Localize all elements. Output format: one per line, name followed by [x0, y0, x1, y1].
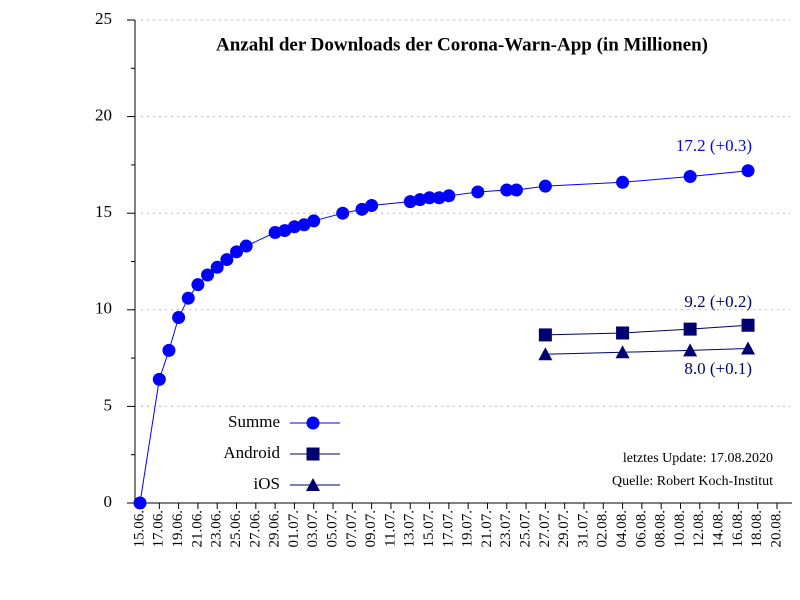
x-tick-label: 25.07.: [517, 510, 533, 548]
data-point: [220, 253, 234, 267]
x-tick-label: 02.08.: [595, 510, 611, 548]
y-tick-label: 20: [95, 106, 112, 125]
data-point: [442, 189, 456, 203]
x-tick-label: 04.08.: [614, 510, 630, 548]
chart-title: Anzahl der Downloads der Corona-Warn-App…: [216, 34, 708, 55]
x-tick-label: 23.06.: [209, 510, 225, 548]
data-point: [616, 326, 630, 340]
x-tick-label: 20.08.: [768, 510, 784, 548]
data-point: [162, 343, 176, 357]
x-tick-label: 16.08.: [730, 510, 746, 548]
annotation: letztes Update: 17.08.2020: [623, 451, 773, 466]
x-tick-label: 05.07.: [324, 510, 340, 548]
x-tick-label: 17.06.: [151, 510, 167, 548]
data-point: [287, 220, 301, 234]
data-point: [683, 169, 697, 183]
x-tick-label: 07.07.: [344, 510, 360, 548]
legend-label: Android: [223, 443, 280, 462]
data-point: [268, 226, 282, 240]
data-point: [365, 198, 379, 212]
data-point: [500, 183, 514, 197]
x-tick-label: 29.06.: [267, 510, 283, 548]
data-point: [133, 496, 147, 510]
data-point: [741, 318, 755, 332]
data-point: [615, 345, 630, 359]
x-tick-label: 19.07.: [460, 510, 476, 548]
data-point: [683, 322, 697, 336]
data-point: [683, 343, 698, 357]
annotation: 9.2 (+0.2): [684, 292, 752, 311]
legend-label: iOS: [254, 474, 280, 493]
data-point: [741, 341, 756, 355]
x-tick-label: 25.06.: [228, 510, 244, 548]
y-tick-label: 0: [104, 492, 113, 511]
x-tick-label: 06.08.: [633, 510, 649, 548]
data-point: [423, 191, 437, 205]
data-point: [201, 268, 215, 282]
series-line: [545, 324, 749, 336]
legend-marker: [306, 447, 320, 461]
x-tick-label: 18.08.: [749, 510, 765, 548]
x-tick-label: 31.07.: [575, 510, 591, 548]
legend-marker: [306, 416, 320, 430]
data-point: [230, 245, 244, 259]
y-tick-label: 10: [95, 299, 112, 318]
x-tick-label: 21.07.: [479, 510, 495, 547]
data-point: [432, 191, 446, 205]
data-point: [413, 193, 427, 207]
y-tick-label: 5: [104, 395, 113, 414]
x-tick-label: 12.08.: [691, 510, 707, 548]
data-point: [172, 311, 186, 325]
data-point: [191, 278, 205, 292]
data-point: [336, 206, 350, 220]
annotation: Quelle: Robert Koch-Institut: [612, 474, 773, 489]
data-point: [403, 195, 417, 209]
x-tick-label: 03.07.: [305, 510, 321, 548]
data-point: [181, 291, 195, 305]
data-point: [538, 328, 552, 342]
legend-label: Summe: [228, 412, 280, 431]
data-point: [538, 179, 552, 193]
x-tick-label: 19.06.: [170, 510, 186, 548]
annotation: 17.2 (+0.3): [676, 136, 752, 155]
legend-marker: [306, 478, 320, 491]
x-tick-label: 15.07.: [421, 510, 437, 548]
x-tick-label: 10.08.: [672, 510, 688, 548]
x-tick-label: 13.07.: [402, 510, 418, 548]
data-point: [307, 214, 321, 228]
x-tick-label: 17.07.: [440, 510, 456, 548]
data-point: [538, 347, 553, 361]
y-tick-label: 25: [95, 9, 112, 28]
data-point: [509, 183, 523, 197]
y-tick-label: 15: [95, 202, 112, 221]
x-tick-label: 08.08.: [653, 510, 669, 548]
data-point: [239, 239, 253, 253]
data-point: [152, 372, 166, 386]
x-tick-label: 29.07.: [556, 510, 572, 548]
annotation: 8.0 (+0.1): [684, 359, 752, 378]
x-tick-label: 27.07.: [537, 510, 553, 548]
x-tick-label: 15.06.: [131, 510, 147, 548]
data-point: [471, 185, 485, 199]
data-point: [210, 260, 224, 274]
x-tick-label: 09.07.: [363, 510, 379, 548]
x-tick-label: 14.08.: [711, 510, 727, 548]
x-tick-label: 23.07.: [498, 510, 514, 548]
x-tick-label: 01.07.: [286, 510, 302, 548]
x-tick-label: 11.07.: [382, 510, 398, 547]
data-point: [741, 164, 755, 178]
x-tick-label: 27.06.: [247, 510, 263, 548]
series-line: [545, 347, 749, 355]
x-tick-label: 21.06.: [189, 510, 205, 548]
data-point: [616, 175, 630, 189]
